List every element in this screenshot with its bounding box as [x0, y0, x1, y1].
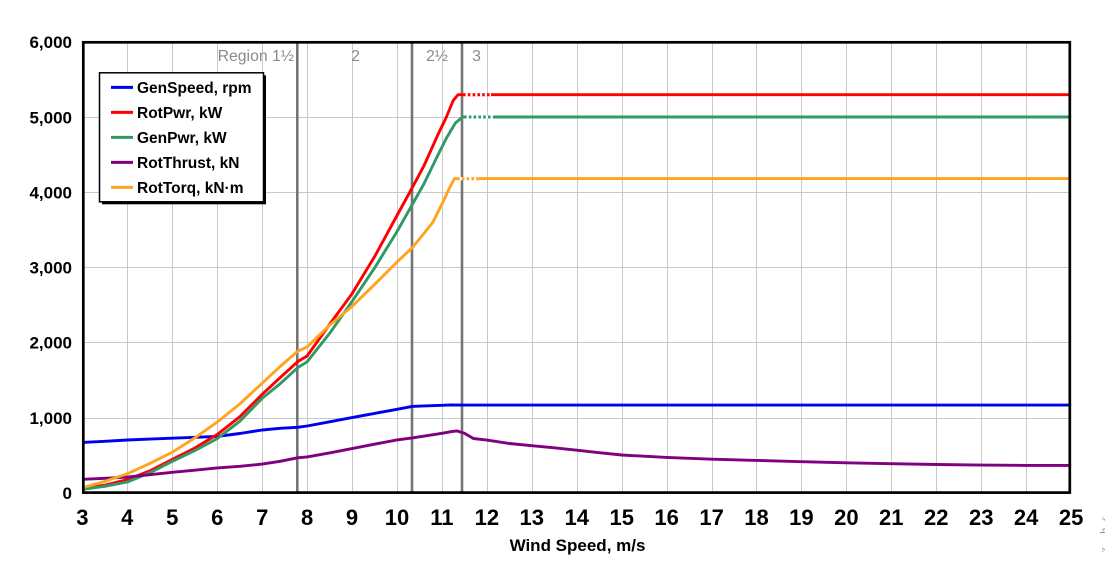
svg-text:0: 0: [63, 484, 72, 503]
svg-text:20: 20: [834, 505, 858, 530]
svg-text:6,000: 6,000: [29, 33, 72, 52]
svg-text:8: 8: [301, 505, 313, 530]
svg-text:2: 2: [351, 48, 360, 65]
svg-text:22: 22: [924, 505, 948, 530]
svg-text:Region 1½: Region 1½: [218, 48, 294, 65]
svg-text:z h s: z h s: [1097, 516, 1105, 556]
svg-text:2½: 2½: [426, 48, 448, 65]
svg-text:17: 17: [699, 505, 723, 530]
svg-text:10: 10: [385, 505, 409, 530]
svg-text:GenPwr, kW: GenPwr, kW: [137, 130, 227, 147]
svg-text:9: 9: [346, 505, 358, 530]
svg-text:GenSpeed, rpm: GenSpeed, rpm: [137, 80, 252, 97]
svg-text:5: 5: [166, 505, 178, 530]
svg-text:RotTorq, kN·m: RotTorq, kN·m: [137, 180, 243, 197]
svg-text:15: 15: [609, 505, 633, 530]
svg-text:14: 14: [564, 505, 589, 530]
svg-text:RotThrust, kN: RotThrust, kN: [137, 155, 239, 172]
svg-text:23: 23: [969, 505, 993, 530]
svg-text:21: 21: [879, 505, 903, 530]
svg-text:3: 3: [472, 48, 481, 65]
svg-text:3,000: 3,000: [29, 259, 72, 278]
svg-text:Wind Speed, m/s: Wind Speed, m/s: [510, 536, 646, 555]
svg-text:3: 3: [76, 505, 88, 530]
svg-text:4,000: 4,000: [29, 184, 72, 203]
svg-text:2,000: 2,000: [29, 334, 72, 353]
svg-text:25: 25: [1059, 505, 1083, 530]
svg-text:19: 19: [789, 505, 813, 530]
svg-text:13: 13: [520, 505, 544, 530]
svg-text:24: 24: [1014, 505, 1039, 530]
svg-text:7: 7: [256, 505, 268, 530]
svg-text:16: 16: [654, 505, 678, 530]
svg-text:12: 12: [475, 505, 499, 530]
svg-text:1,000: 1,000: [29, 409, 72, 428]
svg-text:4: 4: [121, 505, 134, 530]
svg-text:5,000: 5,000: [29, 108, 72, 127]
svg-text:6: 6: [211, 505, 223, 530]
svg-text:18: 18: [744, 505, 768, 530]
svg-text:RotPwr, kW: RotPwr, kW: [137, 105, 223, 122]
svg-text:11: 11: [430, 505, 453, 530]
